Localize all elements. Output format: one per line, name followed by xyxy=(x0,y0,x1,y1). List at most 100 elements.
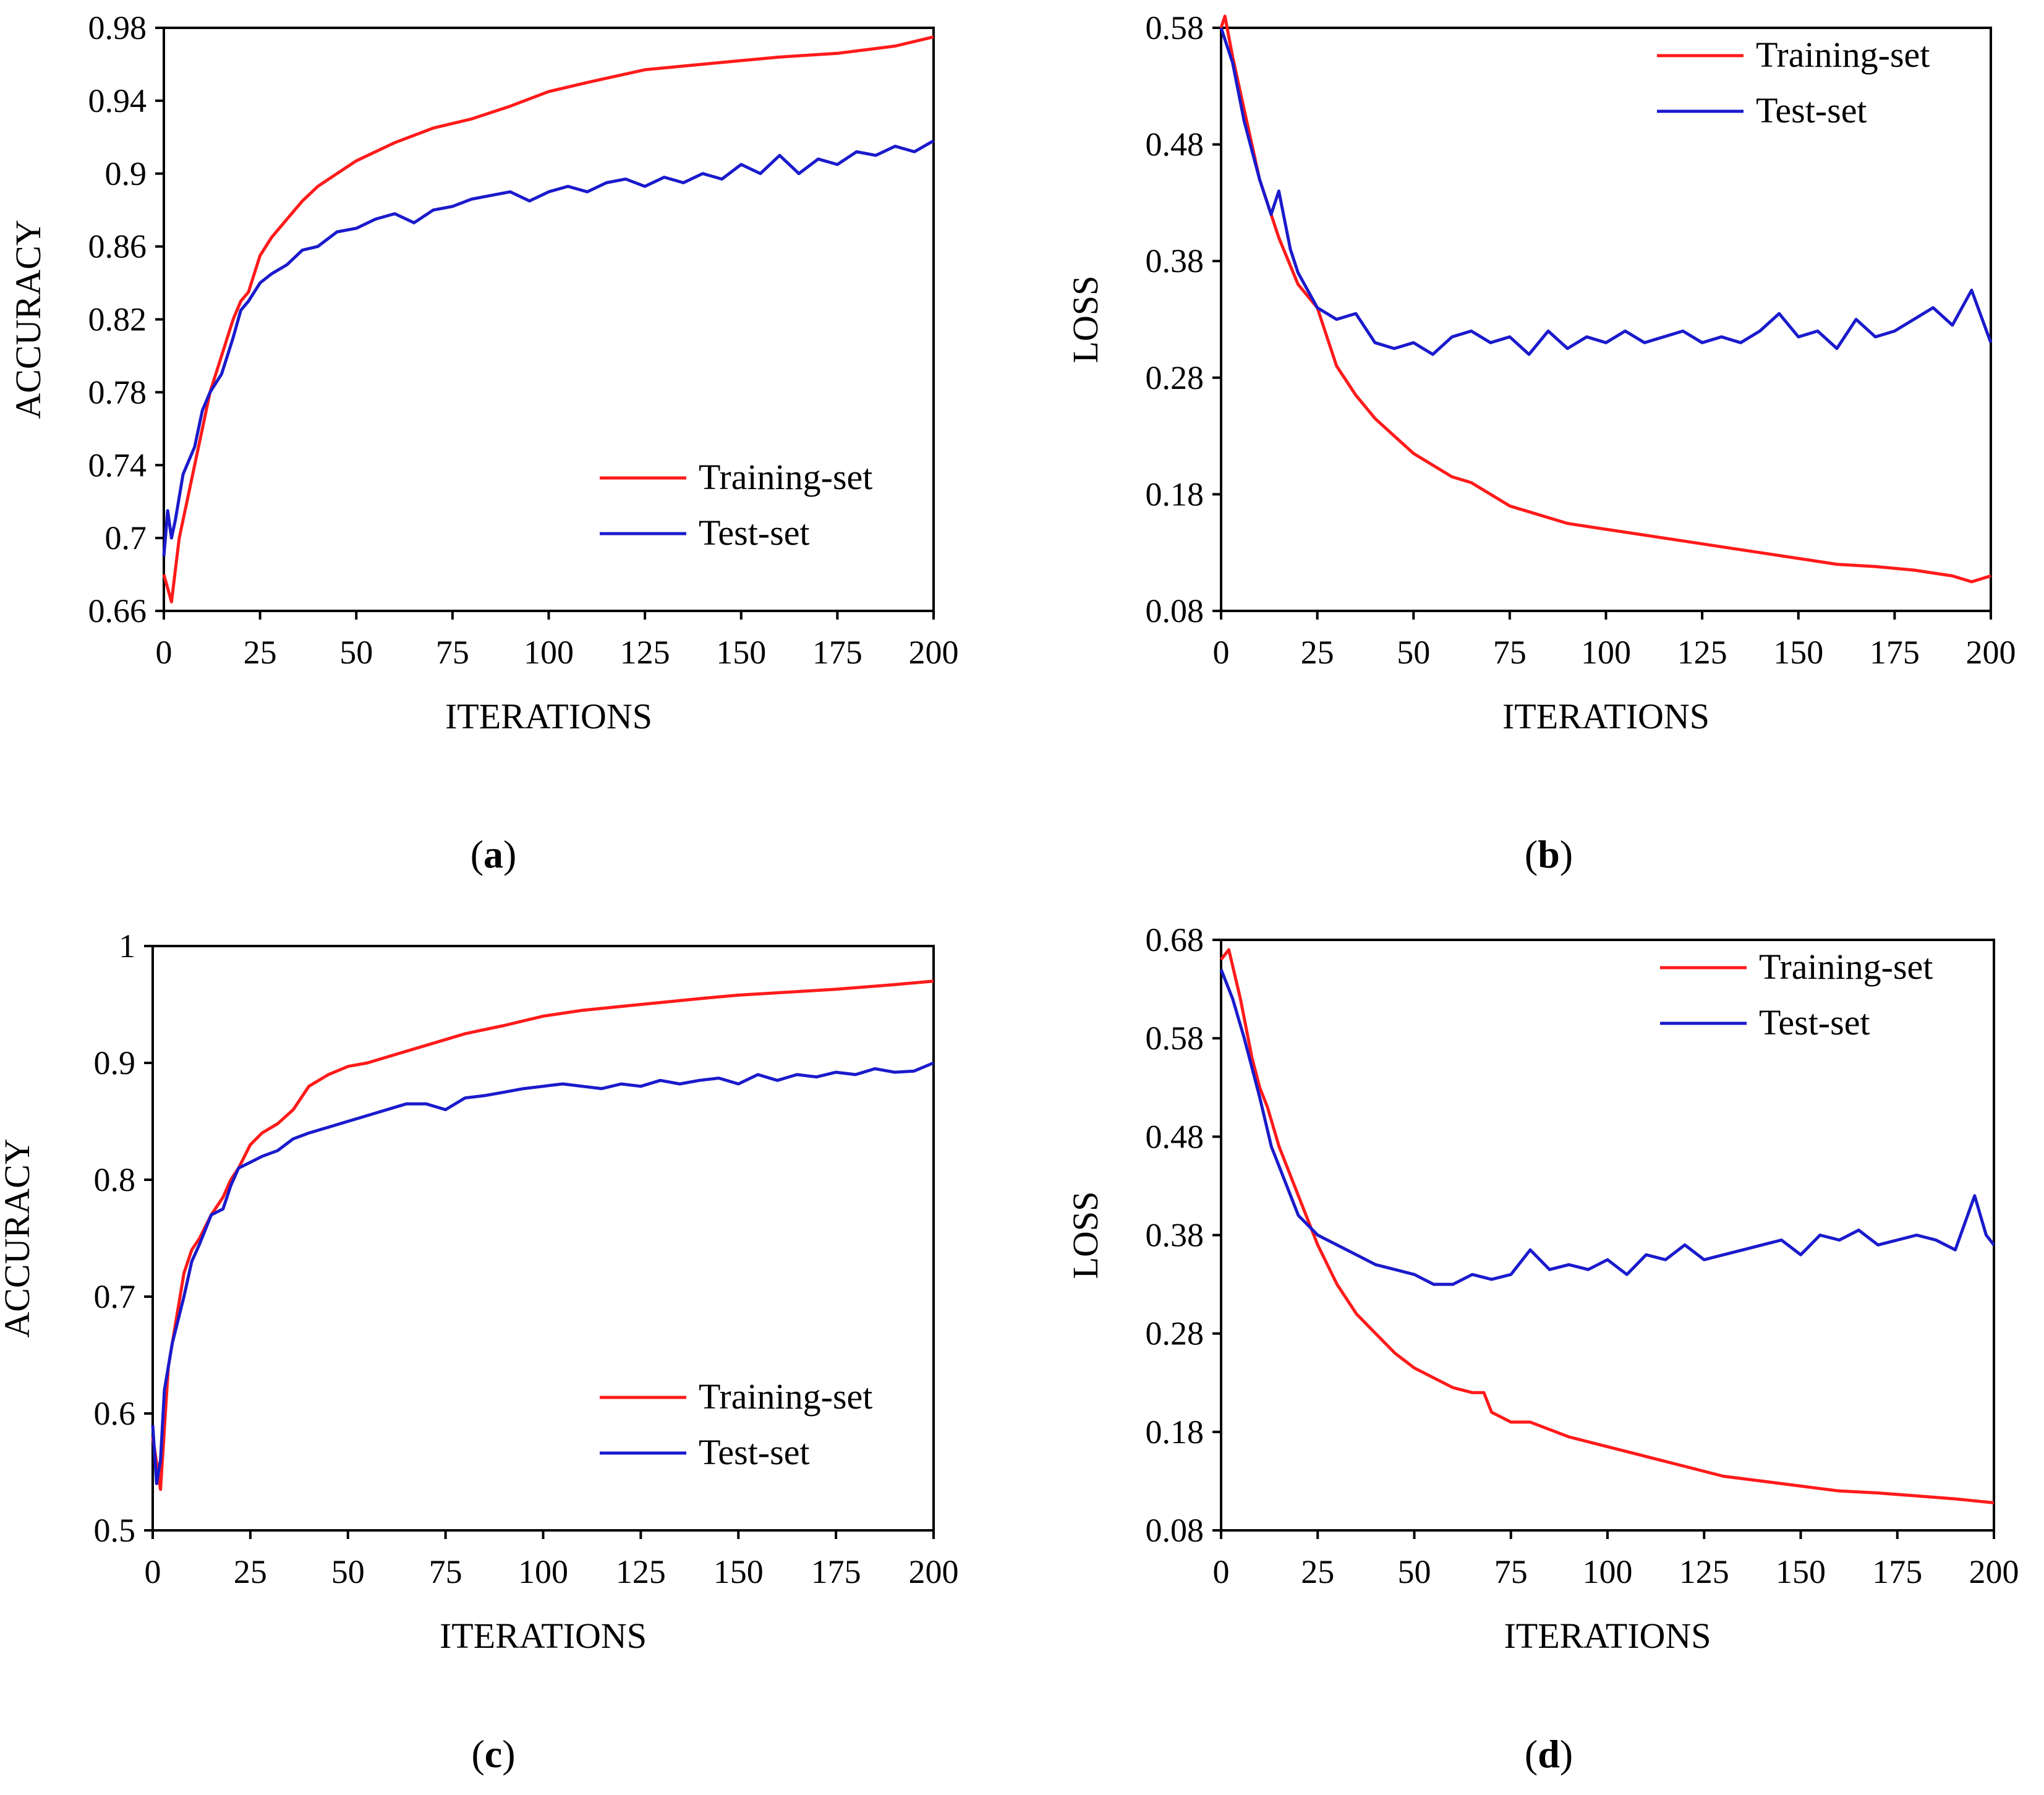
training-set-line xyxy=(1219,14,1991,584)
y-axis-label: ACCURACY xyxy=(0,1138,37,1337)
x-tick-label: 125 xyxy=(1677,634,1727,671)
training-set-line xyxy=(1220,948,1995,1504)
y-tick-label: 0.66 xyxy=(88,592,147,629)
test-set-line xyxy=(151,1061,934,1485)
plot-frame xyxy=(151,945,935,1532)
chart-a: 0 25 50 75 100 125 150 175 200 0.66 0.7 0.74 0.78 0.8… xyxy=(8,9,959,736)
x-tick-label: 150 xyxy=(713,1553,764,1590)
x-tick-label: 75 xyxy=(436,634,469,671)
x-tick-label: 150 xyxy=(716,634,766,671)
caption-c: (c) xyxy=(471,1732,516,1776)
y-tick-label: 0.5 xyxy=(94,1512,136,1549)
x-tick-label: 25 xyxy=(1301,1553,1334,1590)
x-tick-label: 150 xyxy=(1773,634,1823,671)
y-tick-label: 0.82 xyxy=(88,301,147,338)
legend-label: Test-set xyxy=(1759,1002,1870,1042)
y-tick-label: 0.58 xyxy=(1146,9,1204,46)
y-tick-label: 0.58 xyxy=(1146,1020,1204,1057)
chart-c: 0 25 50 75 100 125 150 175 200 0.5 0.6 0.7 0.8 0.9 1 IT… xyxy=(0,927,959,1656)
caption-b: (b) xyxy=(1524,832,1573,876)
x-tick-label: 100 xyxy=(1581,634,1631,671)
x-tick-label: 200 xyxy=(909,1553,959,1590)
y-axis-label: ACCURACY xyxy=(8,220,48,419)
x-tick-label: 75 xyxy=(429,1553,462,1590)
y-tick-label: 0.18 xyxy=(1146,1413,1204,1451)
y-tick-label: 0.68 xyxy=(1146,921,1204,958)
x-tick-label: 75 xyxy=(1494,1553,1528,1590)
test-set-line xyxy=(1219,27,1993,356)
x-axis-label: ITERATIONS xyxy=(440,1616,647,1656)
test-set-line xyxy=(162,139,935,556)
x-tick-label: 175 xyxy=(811,1553,861,1590)
y-tick-label: 0.38 xyxy=(1146,1217,1204,1254)
y-tick-label: 0.6 xyxy=(94,1395,136,1432)
y-tick-label: 0.38 xyxy=(1146,242,1204,279)
x-tick-label: 200 xyxy=(1969,1553,2019,1590)
x-tick-label: 50 xyxy=(1398,1553,1431,1590)
training-set-line xyxy=(162,35,934,603)
x-tick-label: 100 xyxy=(518,1553,568,1590)
caption-a: (a) xyxy=(470,832,517,876)
x-axis-label: ITERATIONS xyxy=(445,696,652,736)
test-set-line xyxy=(1219,968,1995,1286)
y-tick-label: 0.94 xyxy=(88,82,147,119)
x-tick-label: 125 xyxy=(620,634,670,671)
x-tick-label: 25 xyxy=(1301,634,1334,671)
y-tick-label: 1 xyxy=(119,927,135,965)
x-tick-label: 125 xyxy=(1679,1553,1729,1590)
x-tick-label: 50 xyxy=(339,634,373,671)
y-tick-label: 0.9 xyxy=(94,1044,136,1081)
x-tick-label: 125 xyxy=(616,1553,666,1590)
x-axis-label: ITERATIONS xyxy=(1504,1616,1711,1656)
y-tick-label: 0.7 xyxy=(94,1278,136,1315)
plot-frame xyxy=(1220,939,1995,1532)
x-axis-label: ITERATIONS xyxy=(1502,696,1710,736)
x-tick-label: 75 xyxy=(1493,634,1527,671)
x-tick-label: 150 xyxy=(1776,1553,1826,1590)
y-tick-label: 0.98 xyxy=(88,9,147,46)
x-tick-label: 50 xyxy=(1397,634,1430,671)
legend-label: Test-set xyxy=(699,513,810,553)
x-tick-label: 100 xyxy=(1583,1553,1633,1590)
caption-d: (d) xyxy=(1524,1732,1573,1776)
y-tick-label: 0.9 xyxy=(105,155,147,192)
x-tick-label: 100 xyxy=(524,634,574,671)
y-tick-label: 0.08 xyxy=(1146,1512,1204,1549)
x-tick-label: 25 xyxy=(244,634,277,671)
training-set-line xyxy=(151,979,934,1491)
y-tick-label: 0.74 xyxy=(88,446,147,484)
legend-label: Test-set xyxy=(1756,90,1867,130)
x-tick-label: 175 xyxy=(1872,1553,1922,1590)
y-tick-label: 0.48 xyxy=(1146,1118,1204,1155)
legend-label: Training-set xyxy=(1756,35,1930,75)
y-tick-label: 0.28 xyxy=(1146,359,1204,396)
x-tick-label: 175 xyxy=(812,634,862,671)
legend-label: Training-set xyxy=(699,457,872,497)
x-tick-label: 200 xyxy=(909,634,959,671)
x-tick-label: 0 xyxy=(1213,634,1230,671)
y-tick-label: 0.48 xyxy=(1146,126,1204,163)
plot-frame xyxy=(163,27,935,612)
y-tick-label: 0.18 xyxy=(1146,475,1204,513)
x-tick-label: 200 xyxy=(1966,634,2016,671)
x-tick-label: 25 xyxy=(234,1553,267,1590)
y-tick-label: 0.78 xyxy=(88,373,147,411)
y-tick-label: 0.8 xyxy=(94,1161,136,1198)
y-tick-label: 0.7 xyxy=(105,519,147,556)
legend-label: Training-set xyxy=(699,1376,872,1417)
y-axis-label: LOSS xyxy=(1065,276,1105,364)
legend-label: Training-set xyxy=(1759,947,1933,987)
y-tick-label: 0.86 xyxy=(88,228,147,265)
legend-label: Test-set xyxy=(699,1432,810,1472)
x-tick-label: 0 xyxy=(156,634,172,671)
x-tick-label: 0 xyxy=(1213,1553,1230,1590)
chart-d: 0 25 50 75 100 125 150 175 200 0.08 0.18 0.28 0.38 0.… xyxy=(1065,921,2019,1656)
y-tick-label: 0.28 xyxy=(1146,1315,1204,1352)
y-axis-label: LOSS xyxy=(1065,1192,1105,1279)
x-tick-label: 50 xyxy=(331,1553,365,1590)
x-tick-label: 0 xyxy=(145,1553,161,1590)
chart-b: 0 25 50 75 100 125 150 175 200 0.08 0.18 0.28 0.38 0.… xyxy=(1065,9,2016,736)
x-tick-label: 175 xyxy=(1870,634,1920,671)
y-tick-label: 0.08 xyxy=(1146,592,1204,629)
